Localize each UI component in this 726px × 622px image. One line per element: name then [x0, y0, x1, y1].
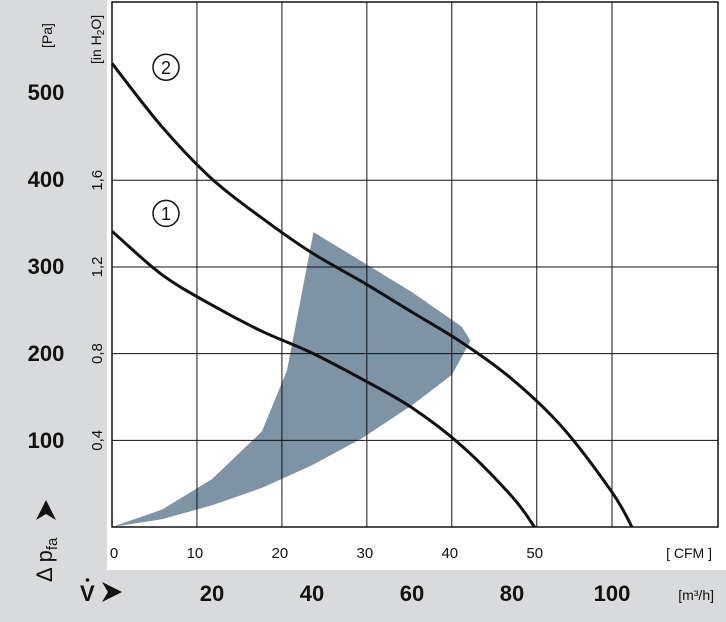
inh2o-unit-label: [in H2O]: [88, 15, 107, 64]
inh2o-tick-label: 1,2: [89, 257, 106, 278]
cfm-unit-label: [ CFM ]: [666, 545, 712, 561]
svg-text:Δ pfa: Δ pfa: [32, 537, 61, 582]
plot-frame: [111, 1, 719, 528]
pa-tick-label: 100: [28, 428, 65, 453]
curve-1-badge: [152, 199, 180, 228]
curve-1-line: [111, 230, 536, 528]
operating-range-area: [112, 232, 471, 527]
curve-2-label: 2: [161, 58, 171, 78]
inh2o-tick-label: 0,4: [89, 430, 106, 451]
vertical-gridlines: [196, 2, 613, 527]
inh2o-tick-label: 1,6: [89, 170, 106, 191]
pa-tick-label: 500: [28, 80, 65, 105]
cfm-tick-labels: 0 10 20 30 40 50: [110, 545, 543, 562]
inh2o-tick-label: 0,8: [89, 343, 106, 364]
pa-tick-label: 300: [28, 254, 65, 279]
pa-tick-label: 400: [28, 167, 65, 192]
pa-tick-labels: 100 200 300 400 500: [28, 80, 65, 453]
v-dot-icon: [85, 578, 90, 582]
cfm-tick-label: 30: [357, 545, 374, 562]
x-axis-arrow-icon: [102, 582, 122, 602]
inh2o-tick-labels: 0,4 0,8 1,2 1,6: [89, 170, 106, 451]
cfm-tick-label: 0: [110, 545, 118, 562]
m3h-tick-labels: 20 40 60 80 100: [200, 581, 631, 606]
curve-2-badge: [152, 53, 180, 81]
cfm-tick-label: 50: [526, 545, 543, 562]
curve-1-label: 1: [161, 204, 171, 224]
svg-text:V: V: [80, 581, 95, 606]
y-axis-arrow-icon: [36, 500, 56, 520]
curve-2-line: [110, 62, 634, 528]
y-axis-title: Δ pfa: [32, 500, 61, 582]
bottom-label-panel: [0, 570, 726, 622]
m3h-tick-label: 60: [400, 581, 424, 606]
m3h-tick-label: 100: [594, 581, 631, 606]
m3h-tick-label: 20: [200, 581, 224, 606]
m3h-unit-label: [m³/h]: [678, 587, 714, 603]
cfm-tick-label: 20: [272, 545, 289, 562]
pa-unit-label: [Pa]: [39, 23, 55, 48]
pa-tick-label: 200: [28, 341, 65, 366]
m3h-tick-label: 40: [300, 581, 324, 606]
m3h-tick-label: 80: [500, 581, 524, 606]
cfm-tick-label: 40: [441, 545, 458, 562]
x-axis-title: V: [80, 578, 122, 606]
cfm-tick-label: 10: [187, 545, 204, 562]
curve-labels: 12: [152, 53, 180, 228]
plot-area: [112, 2, 718, 527]
